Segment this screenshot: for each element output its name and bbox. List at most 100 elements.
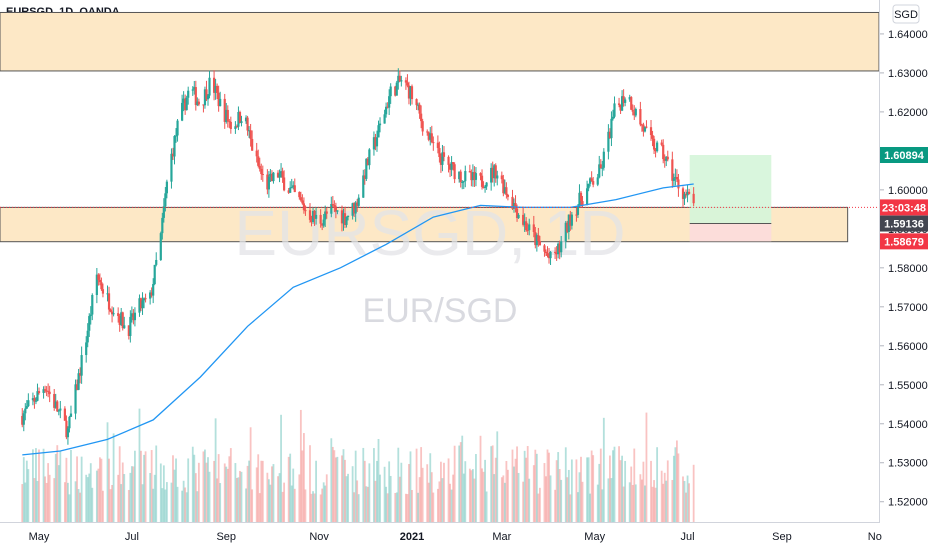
volume-bar [502, 475, 505, 522]
candle [598, 155, 601, 179]
candle [238, 110, 242, 124]
time-tick-label: Mar [492, 531, 511, 543]
price-tick-label: 1.58000 [888, 263, 928, 275]
candle [642, 122, 645, 137]
volume-bar [165, 482, 168, 522]
volume-bar [619, 460, 622, 522]
volume-bar [586, 457, 588, 522]
price-tags: 1.60894 23:03:48 1.59136 1.58679 [880, 147, 928, 250]
volume-bar [21, 484, 24, 522]
volume-bar [388, 461, 391, 522]
candle [427, 131, 430, 142]
time-tick-label: 2021 [400, 531, 424, 543]
candle [98, 273, 101, 286]
volume-bar [117, 474, 120, 522]
candle [269, 168, 272, 183]
volume-bar [290, 485, 293, 522]
candle [665, 156, 668, 167]
candle [176, 119, 179, 142]
volume-bar [347, 473, 349, 522]
volume-bar [108, 458, 110, 522]
time-axis[interactable]: May Jul Sep Nov 2021 Mar May Jul Sep No [29, 531, 882, 543]
volume-bar [555, 460, 558, 522]
volume-bar [310, 493, 313, 522]
volume-bar [538, 487, 541, 522]
countdown-price-tag-label: 23:03:48 [882, 202, 926, 214]
candle [416, 102, 420, 111]
volume-bar [685, 492, 687, 522]
candle [281, 167, 284, 183]
candle [528, 218, 531, 236]
candle [656, 140, 659, 153]
volume-bar [334, 457, 337, 522]
volume-bar [663, 472, 666, 522]
candle [560, 235, 563, 258]
candle [447, 155, 450, 173]
candle [570, 211, 573, 230]
candle [153, 264, 156, 286]
candle [662, 139, 665, 164]
volume-bar [674, 447, 677, 522]
volume-bar [449, 483, 451, 522]
long-position-tool[interactable] [689, 155, 772, 242]
resistance-zone[interactable] [0, 11, 880, 72]
volume-bar [68, 494, 71, 522]
candle [217, 85, 220, 112]
candle [490, 163, 493, 191]
candle [63, 406, 66, 421]
volume-bar [440, 461, 442, 522]
candle [37, 387, 41, 395]
candle [301, 194, 304, 205]
volume-bar [193, 454, 196, 522]
candle [514, 195, 517, 213]
candle [522, 206, 525, 227]
volume-bar [427, 482, 430, 522]
candle [628, 94, 631, 102]
volume-bar [634, 484, 637, 522]
volume-bar [281, 491, 284, 522]
candle [549, 251, 552, 265]
volume-bar [196, 491, 199, 522]
candle [258, 157, 261, 172]
candle [206, 94, 210, 106]
price-axis[interactable]: 1.640001.630001.620001.610001.600001.590… [880, 29, 928, 509]
volume-bar [587, 457, 590, 522]
candle [415, 98, 418, 110]
candle [400, 75, 403, 87]
volume-bar [441, 478, 444, 522]
volume-bar [548, 452, 550, 522]
volume-bar [204, 449, 206, 522]
volume-bar [76, 456, 78, 522]
volume-bar [417, 492, 419, 522]
volume-bar [394, 493, 397, 522]
volume-bar [484, 459, 486, 522]
currency-badge[interactable] [892, 4, 920, 24]
candle [353, 202, 356, 217]
volume-bar [36, 480, 39, 522]
volume-bar [656, 447, 659, 522]
candle [652, 135, 656, 155]
candle [622, 89, 625, 107]
volume-bar [74, 481, 77, 522]
volume-bar [511, 449, 514, 522]
loss-area[interactable] [689, 223, 772, 242]
candle [436, 135, 439, 154]
candle [54, 393, 57, 409]
candle [184, 94, 187, 115]
volume-bar [599, 448, 602, 522]
volume-bar [325, 474, 328, 522]
candle [150, 287, 153, 298]
candle [452, 162, 455, 171]
candle [496, 170, 499, 186]
candle [191, 86, 194, 96]
candle [407, 81, 411, 105]
volume-bar [522, 481, 525, 522]
candle [161, 212, 164, 240]
candle [292, 181, 295, 190]
moving-average-line [22, 183, 694, 456]
volume-bar [207, 457, 209, 522]
volume-bar [651, 486, 654, 522]
profit-area[interactable] [689, 155, 772, 224]
candle [251, 130, 254, 151]
